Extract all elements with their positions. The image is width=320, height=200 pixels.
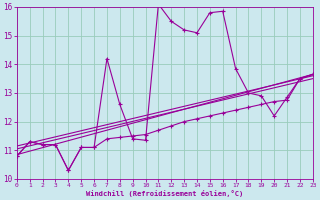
X-axis label: Windchill (Refroidissement éolien,°C): Windchill (Refroidissement éolien,°C) [86,190,244,197]
